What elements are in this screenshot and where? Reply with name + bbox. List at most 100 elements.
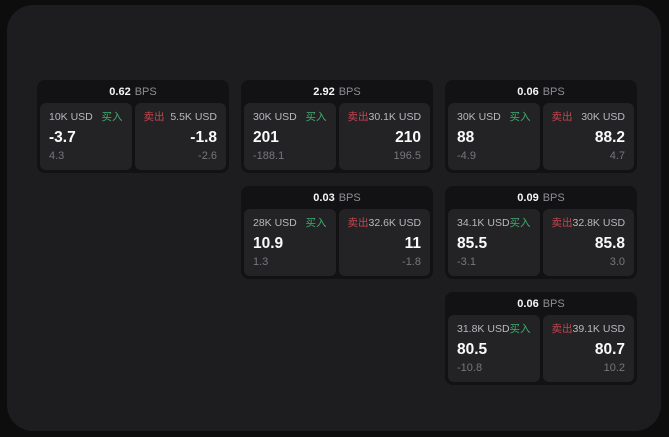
buy-pane-top: 28K USD 买入 [253, 217, 327, 230]
quote-card: 0.62 BPS 10K USD 买入 -3.7 4.3 卖出 5.5K USD [37, 80, 229, 173]
buy-pane-top: 31.8K USD 买入 [457, 323, 531, 336]
buy-amount: 34.1K USD [457, 217, 510, 229]
buy-side-label: 买入 [305, 217, 327, 229]
sell-pane[interactable]: 卖出 30K USD 88.2 4.7 [542, 103, 634, 170]
sell-value: -1.8 [190, 128, 217, 146]
sell-sub-value: -1.8 [402, 256, 421, 268]
sell-pane-top: 卖出 39.1K USD [552, 323, 626, 336]
buy-sub-value: 4.3 [49, 150, 65, 162]
buy-amount: 28K USD [253, 217, 297, 229]
bps-header: 0.09 BPS [445, 186, 637, 209]
bps-value: 0.03 [313, 191, 335, 204]
buy-pane-top: 10K USD 买入 [49, 111, 123, 124]
bps-unit-label: BPS [542, 191, 565, 204]
buy-value: 88 [457, 128, 475, 146]
bps-unit-label: BPS [338, 85, 361, 98]
quote-card-body: 10K USD 买入 -3.7 4.3 卖出 5.5K USD -1.8 -2.… [37, 103, 229, 173]
buy-side-label: 买入 [305, 111, 327, 123]
buy-value: -3.7 [49, 128, 76, 146]
buy-side-label: 买入 [509, 323, 531, 335]
sell-side-label: 卖出 [347, 111, 369, 123]
sell-amount: 39.1K USD [572, 323, 626, 335]
sell-amount: 30K USD [581, 111, 625, 123]
bps-value: 0.06 [517, 85, 539, 98]
sell-sub-value: 4.7 [609, 150, 625, 162]
quote-card: 0.03 BPS 28K USD 买入 10.9 1.3 卖出 32.6K US… [241, 186, 433, 279]
buy-pane-top: 30K USD 买入 [457, 111, 531, 124]
bps-value: 0.62 [109, 85, 131, 98]
sell-pane-top: 卖出 30.1K USD [348, 111, 422, 124]
quote-card: 0.06 BPS 31.8K USD 买入 80.5 -10.8 卖出 39.1… [445, 292, 637, 385]
buy-sub-value: 1.3 [253, 256, 269, 268]
sell-sub-value: 3.0 [609, 256, 625, 268]
bps-header: 2.92 BPS [241, 80, 433, 103]
bps-header: 0.06 BPS [445, 80, 637, 103]
sell-side-label: 卖出 [551, 323, 573, 335]
sell-pane[interactable]: 卖出 30.1K USD 210 196.5 [338, 103, 430, 170]
sell-pane[interactable]: 卖出 32.8K USD 85.8 3.0 [542, 209, 634, 276]
sell-pane-top: 卖出 30K USD [552, 111, 626, 124]
sell-sub-value: 10.2 [603, 362, 625, 374]
sell-side-label: 卖出 [551, 217, 573, 229]
buy-side-label: 买入 [509, 217, 531, 229]
sell-pane[interactable]: 卖出 39.1K USD 80.7 10.2 [542, 315, 634, 382]
quote-card-body: 30K USD 买入 88 -4.9 卖出 30K USD 88.2 4.7 [445, 103, 637, 173]
sell-pane-top: 卖出 5.5K USD [144, 111, 218, 124]
buy-sub-value: -4.9 [457, 150, 476, 162]
sell-sub-value: -2.6 [198, 150, 217, 162]
buy-value: 80.5 [457, 340, 488, 358]
quote-card: 0.09 BPS 34.1K USD 买入 85.5 -3.1 卖出 32.8K… [445, 186, 637, 279]
main-panel: 0.62 BPS 10K USD 买入 -3.7 4.3 卖出 5.5K USD [7, 5, 661, 431]
buy-sub-value: -3.1 [457, 256, 476, 268]
sell-value: 210 [395, 128, 421, 146]
buy-pane[interactable]: 31.8K USD 买入 80.5 -10.8 [448, 315, 540, 382]
sell-side-label: 卖出 [347, 217, 369, 229]
sell-pane-top: 卖出 32.6K USD [348, 217, 422, 230]
sell-value: 85.8 [594, 234, 625, 252]
buy-amount: 31.8K USD [457, 323, 510, 335]
sell-side-label: 卖出 [143, 111, 165, 123]
sell-value: 88.2 [594, 128, 625, 146]
buy-value: 10.9 [253, 234, 284, 252]
bps-value: 0.09 [517, 191, 539, 204]
quote-card-body: 34.1K USD 买入 85.5 -3.1 卖出 32.8K USD 85.8… [445, 209, 637, 279]
sell-pane[interactable]: 卖出 32.6K USD 11 -1.8 [338, 209, 430, 276]
bps-unit-label: BPS [542, 85, 565, 98]
sell-pane[interactable]: 卖出 5.5K USD -1.8 -2.6 [134, 103, 226, 170]
bps-header: 0.03 BPS [241, 186, 433, 209]
quote-card-body: 31.8K USD 买入 80.5 -10.8 卖出 39.1K USD 80.… [445, 315, 637, 385]
sell-pane-top: 卖出 32.8K USD [552, 217, 626, 230]
sell-value: 80.7 [594, 340, 625, 358]
buy-side-label: 买入 [509, 111, 531, 123]
buy-pane-top: 34.1K USD 买入 [457, 217, 531, 230]
buy-sub-value: -10.8 [457, 362, 483, 374]
sell-amount: 32.8K USD [572, 217, 626, 229]
quote-card-body: 28K USD 买入 10.9 1.3 卖出 32.6K USD 11 -1.8 [241, 209, 433, 279]
buy-amount: 30K USD [253, 111, 297, 123]
buy-pane[interactable]: 30K USD 买入 88 -4.9 [448, 103, 540, 170]
bps-unit-label: BPS [338, 191, 361, 204]
quote-card-body: 30K USD 买入 201 -188.1 卖出 30.1K USD 210 1… [241, 103, 433, 173]
buy-sub-value: -188.1 [253, 150, 285, 162]
buy-pane[interactable]: 10K USD 买入 -3.7 4.3 [40, 103, 132, 170]
bps-unit-label: BPS [134, 85, 157, 98]
buy-amount: 10K USD [49, 111, 93, 123]
sell-value: 11 [404, 234, 421, 252]
buy-value: 201 [253, 128, 279, 146]
buy-value: 85.5 [457, 234, 488, 252]
buy-side-label: 买入 [101, 111, 123, 123]
sell-side-label: 卖出 [551, 111, 573, 123]
sell-amount: 32.6K USD [368, 217, 422, 229]
sell-amount: 30.1K USD [368, 111, 422, 123]
bps-header: 0.62 BPS [37, 80, 229, 103]
buy-pane[interactable]: 34.1K USD 买入 85.5 -3.1 [448, 209, 540, 276]
bps-header: 0.06 BPS [445, 292, 637, 315]
buy-amount: 30K USD [457, 111, 501, 123]
buy-pane[interactable]: 28K USD 买入 10.9 1.3 [244, 209, 336, 276]
quote-card-grid: 0.62 BPS 10K USD 买入 -3.7 4.3 卖出 5.5K USD [37, 80, 637, 385]
quote-card: 0.06 BPS 30K USD 买入 88 -4.9 卖出 30K USD [445, 80, 637, 173]
quote-card: 2.92 BPS 30K USD 买入 201 -188.1 卖出 30.1K … [241, 80, 433, 173]
buy-pane[interactable]: 30K USD 买入 201 -188.1 [244, 103, 336, 170]
sell-sub-value: 196.5 [393, 150, 421, 162]
bps-value: 0.06 [517, 297, 539, 310]
